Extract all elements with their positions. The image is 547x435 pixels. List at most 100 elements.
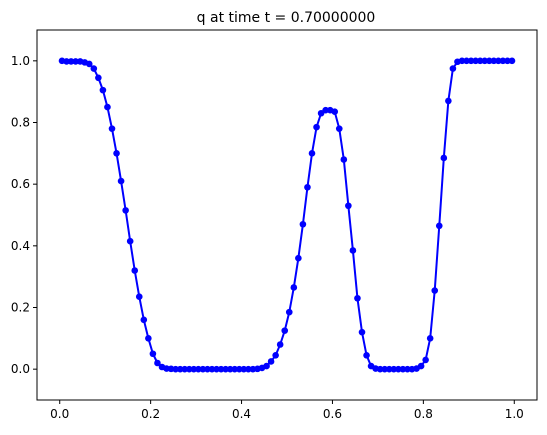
data-point <box>195 365 202 373</box>
axes-frame <box>36 29 538 401</box>
data-point <box>467 57 475 65</box>
data-point <box>63 58 70 65</box>
data-point <box>349 247 357 254</box>
data-point <box>358 328 366 336</box>
data-point <box>472 57 479 65</box>
data-point <box>172 365 179 373</box>
axes: 0.0 0.2 0.4 0.6 0.8 1.0 0.0 0.2 0.4 0.6 0.8 1.0 <box>11 29 538 421</box>
data-point <box>481 57 489 65</box>
data-point <box>149 350 157 358</box>
data-point <box>231 365 239 373</box>
data-point <box>140 316 148 324</box>
data-point <box>290 284 298 291</box>
data-point <box>213 365 220 373</box>
data-point <box>376 365 384 373</box>
data-point <box>208 365 216 373</box>
data-point <box>226 365 234 373</box>
data-point <box>485 57 493 65</box>
y-tick-label: 1.0 <box>11 54 30 68</box>
data-point <box>199 365 207 373</box>
data-point <box>426 335 434 342</box>
data-point <box>245 365 252 373</box>
data-point <box>95 74 102 82</box>
data-point <box>235 365 243 373</box>
data-point <box>117 177 125 185</box>
data-point <box>90 65 98 72</box>
data-point <box>267 358 275 365</box>
data-point <box>354 294 361 302</box>
data-point <box>476 57 484 65</box>
y-tick-label: 0.6 <box>11 177 30 191</box>
data-point <box>422 356 429 364</box>
data-point <box>458 57 466 65</box>
data-point <box>463 57 470 65</box>
data-point <box>263 362 270 370</box>
data-point <box>281 327 289 334</box>
x-tick-label: 1.0 <box>505 407 524 421</box>
data-point <box>417 362 425 370</box>
data-point <box>435 222 443 230</box>
data-point <box>272 351 279 359</box>
data-point <box>108 125 116 132</box>
data-point <box>322 106 329 114</box>
data-point <box>431 287 439 294</box>
data-point <box>395 365 402 373</box>
x-tick-label: 0.6 <box>323 407 342 421</box>
data-point <box>104 103 111 111</box>
x-tick-label: 0.2 <box>141 407 160 421</box>
data-point <box>181 365 189 373</box>
plot-area <box>58 57 516 373</box>
data-point <box>495 57 502 65</box>
data-point <box>331 108 339 116</box>
data-point <box>126 237 134 245</box>
data-point <box>490 57 498 65</box>
data-point <box>99 86 107 94</box>
series-line <box>61 59 513 371</box>
data-point <box>85 60 93 68</box>
data-point <box>385 365 393 373</box>
data-point <box>313 123 320 131</box>
x-tick-label: 0.4 <box>232 407 251 421</box>
y-tick-label: 0.8 <box>11 116 30 130</box>
data-point <box>381 365 389 373</box>
data-point <box>154 359 161 367</box>
data-point <box>308 150 316 157</box>
data-point <box>285 308 293 316</box>
data-point <box>190 365 198 373</box>
data-point <box>185 365 193 373</box>
data-point <box>304 183 311 191</box>
data-point <box>335 125 343 132</box>
data-point <box>449 65 457 72</box>
data-point <box>135 293 143 301</box>
y-tick-label: 0.4 <box>11 239 30 253</box>
data-point <box>204 365 211 373</box>
data-point <box>240 365 248 373</box>
data-point <box>217 365 225 373</box>
x-tick-label: 0.0 <box>50 407 69 421</box>
data-point <box>145 335 152 342</box>
data-point <box>67 58 75 65</box>
data-point <box>404 365 411 373</box>
data-point <box>131 267 139 274</box>
data-point <box>345 202 352 210</box>
y-tick-label: 0.2 <box>11 301 30 315</box>
data-point <box>399 365 407 373</box>
x-tick-label: 0.8 <box>414 407 433 421</box>
data-point <box>440 154 448 162</box>
y-tick-label: 0.0 <box>11 362 30 376</box>
data-point <box>122 207 129 214</box>
data-point <box>222 365 229 373</box>
data-point <box>445 97 452 105</box>
data-point <box>113 150 120 157</box>
data-point <box>340 156 348 163</box>
data-point <box>363 351 370 359</box>
data-point <box>295 254 302 262</box>
data-point <box>508 57 516 65</box>
data-point <box>299 220 307 228</box>
data-point <box>176 365 184 373</box>
data-point <box>499 57 507 65</box>
chart-title: q at time t = 0.70000000 <box>197 10 376 26</box>
data-point <box>390 365 398 373</box>
